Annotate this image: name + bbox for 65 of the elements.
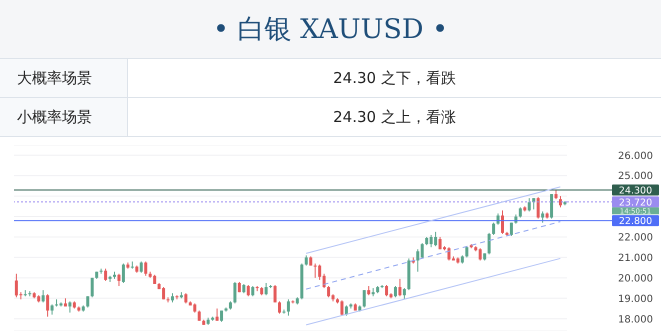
candlestick xyxy=(385,284,388,297)
candlestick xyxy=(438,236,442,250)
y-tick-label: 22.000 xyxy=(618,232,653,244)
candlestick xyxy=(532,198,536,210)
candlestick xyxy=(488,232,491,255)
candlestick xyxy=(398,278,402,297)
candlestick xyxy=(90,277,94,298)
candlestick xyxy=(46,294,50,318)
candlestick xyxy=(327,286,330,298)
candlestick xyxy=(492,222,496,236)
chart-title: • 白银 XAUUSD • xyxy=(0,0,661,59)
candlestick xyxy=(420,242,424,259)
candlestick xyxy=(117,273,120,287)
candlestick xyxy=(193,302,196,314)
y-tick-label: 26.000 xyxy=(618,150,653,162)
candlestick xyxy=(68,300,72,314)
ref-line-label: 23.720 xyxy=(618,197,652,208)
candlestick xyxy=(122,263,125,284)
candlestick xyxy=(251,286,254,297)
text: 24.30 之上，看涨 xyxy=(332,106,457,128)
y-tick-label: 21.000 xyxy=(618,252,653,264)
candlestick xyxy=(274,284,277,303)
candlestick xyxy=(140,261,143,274)
candlestick xyxy=(541,210,544,224)
candlestick xyxy=(278,300,282,314)
candlestick xyxy=(220,310,224,322)
candlestick xyxy=(170,292,174,303)
candlestick xyxy=(104,268,108,282)
candlestick xyxy=(42,290,45,303)
y-tick-label: 25.000 xyxy=(618,171,653,182)
candlestick xyxy=(402,288,406,300)
candlestick xyxy=(314,263,317,278)
candlestick xyxy=(340,300,344,316)
candlestick xyxy=(558,196,562,208)
candlestick xyxy=(50,304,54,316)
text: 大概率场景 xyxy=(0,59,128,97)
candlestick xyxy=(216,308,219,322)
candlestick xyxy=(28,290,32,297)
text: 24.30 之下，看跌 xyxy=(332,68,457,88)
candlestick xyxy=(367,286,370,296)
candlestick xyxy=(518,206,522,218)
candlestick xyxy=(144,261,148,276)
ref-line-label: 22.800 xyxy=(618,216,652,228)
candlestick xyxy=(198,310,201,322)
y-tick-label: 18.000 xyxy=(618,314,653,326)
candlestick xyxy=(528,198,531,212)
candlestick xyxy=(554,189,558,200)
candlestick xyxy=(510,222,513,236)
candlestick xyxy=(233,281,236,304)
candlestick xyxy=(500,210,504,234)
candlestick xyxy=(536,196,540,220)
candlestick xyxy=(242,283,246,294)
candlestick xyxy=(264,282,268,296)
candlestick xyxy=(246,284,250,297)
candlestick xyxy=(362,290,366,308)
candlestick xyxy=(550,194,554,220)
candlestick xyxy=(184,292,188,304)
candlestick xyxy=(286,298,290,316)
candlestick xyxy=(304,254,308,266)
candlestick xyxy=(100,268,103,274)
candlestick xyxy=(394,286,397,298)
y-tick-label: 19.000 xyxy=(618,294,653,305)
ref-line-label: 24.300 xyxy=(618,185,652,196)
y-tick-label: 20.000 xyxy=(618,273,653,284)
text: 小概率场景 xyxy=(0,98,128,136)
